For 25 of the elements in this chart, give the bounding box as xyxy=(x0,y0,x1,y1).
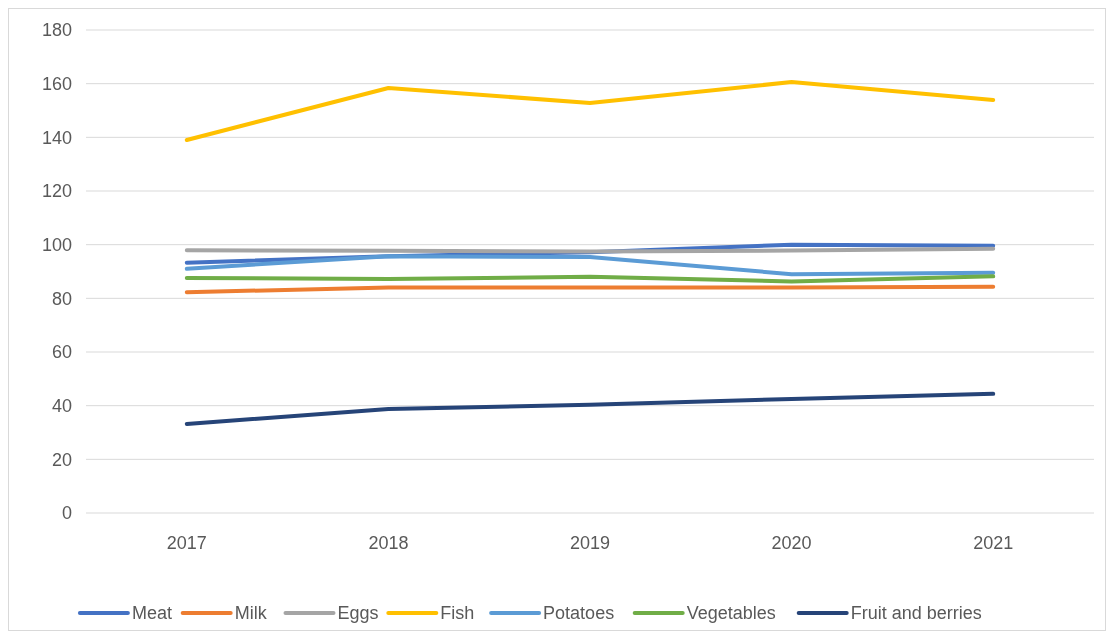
legend-label: Potatoes xyxy=(543,603,615,624)
y-tick-label: 180 xyxy=(41,20,72,41)
x-tick-label: 2018 xyxy=(368,533,409,553)
legend-label: Meat xyxy=(131,603,172,624)
y-tick-label: 140 xyxy=(41,127,72,148)
y-tick-label: 100 xyxy=(41,234,72,255)
x-tick-label: 2021 xyxy=(973,533,1014,553)
legend-label: Fruit and berries xyxy=(850,603,982,624)
line-series xyxy=(184,391,996,426)
legend-label: Milk xyxy=(234,603,268,624)
legend-label: Vegetables xyxy=(686,603,776,624)
line-series xyxy=(184,254,996,277)
y-tick-label: 160 xyxy=(41,73,72,94)
x-tick-label: 2020 xyxy=(771,533,812,553)
legend-label: Eggs xyxy=(337,603,379,624)
y-tick-label: 60 xyxy=(51,342,72,363)
y-tick-label: 80 xyxy=(51,288,72,309)
legend-label: Fish xyxy=(440,603,475,624)
line-series xyxy=(184,80,996,143)
y-tick-label: 120 xyxy=(41,181,72,202)
x-tick-label: 2017 xyxy=(166,533,207,553)
y-tick-label: 20 xyxy=(51,449,72,470)
y-tick-label: 0 xyxy=(61,503,72,524)
y-tick-label: 40 xyxy=(51,395,72,416)
x-tick-label: 2019 xyxy=(569,533,611,553)
